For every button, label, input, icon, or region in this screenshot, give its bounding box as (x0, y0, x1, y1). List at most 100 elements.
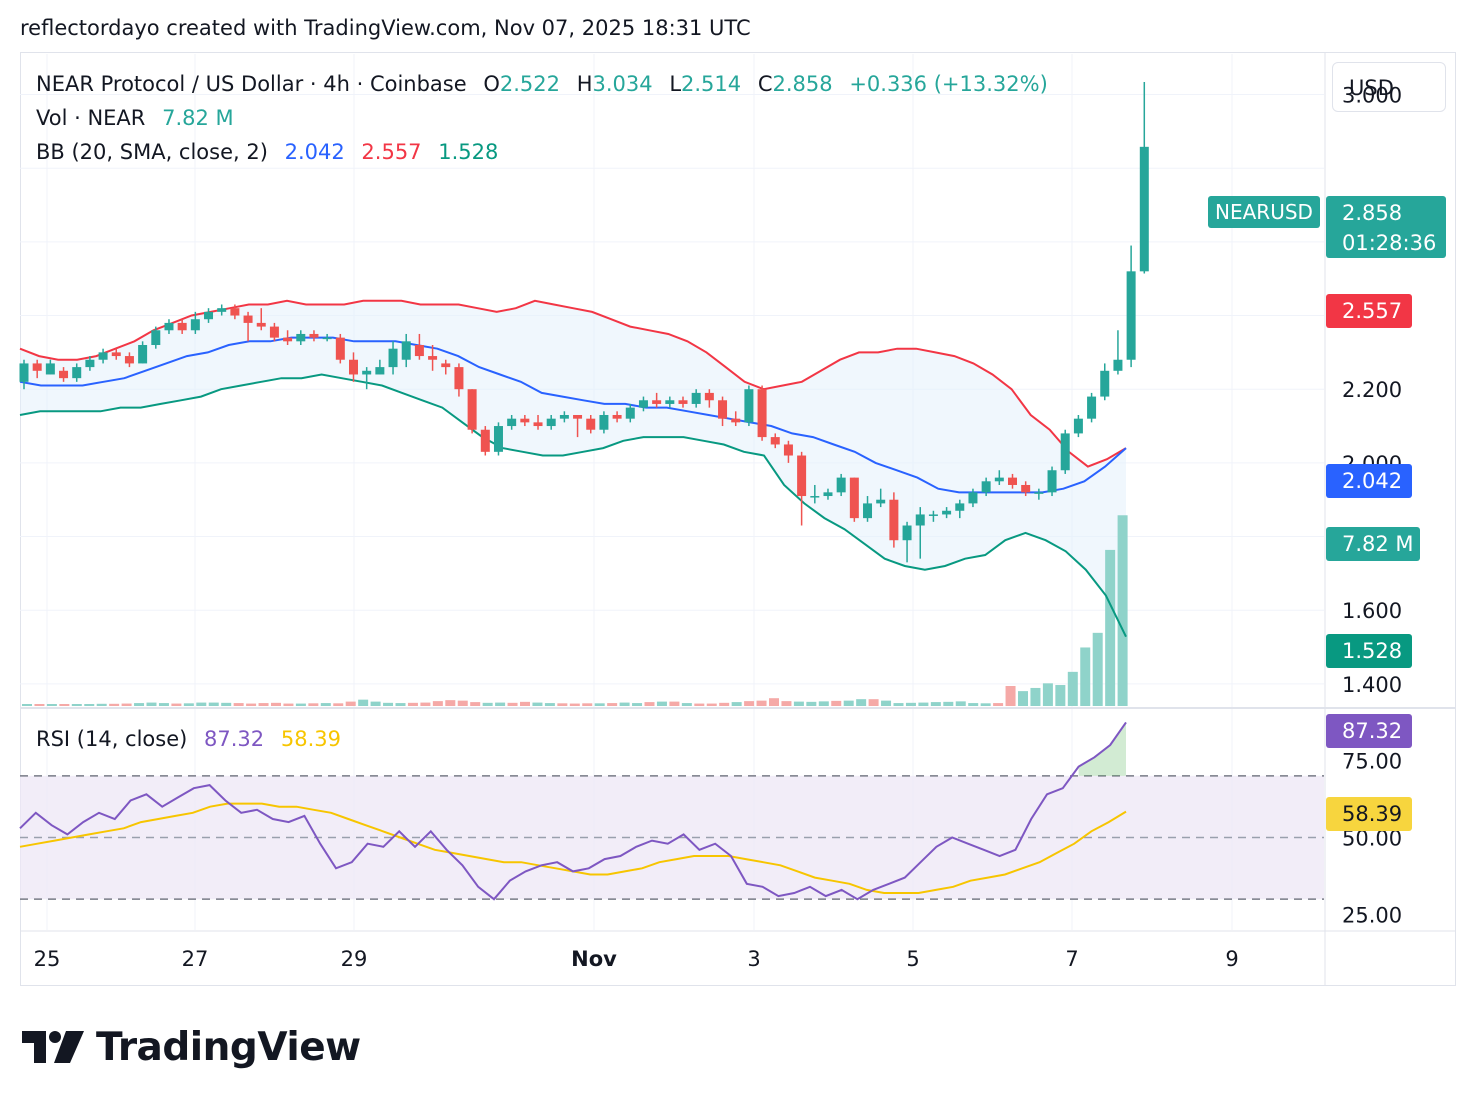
volume-bar (818, 701, 829, 706)
volume-bar (831, 700, 842, 706)
volume-bar (395, 703, 406, 706)
legend-volume[interactable]: Vol · NEAR 7.82 M (36, 106, 244, 130)
candle-body (230, 308, 240, 316)
legend-rsi[interactable]: RSI (14, close) 87.32 58.39 (36, 727, 351, 751)
volume-bar (59, 704, 70, 706)
rsi-pane (19, 721, 1324, 901)
candle-body (204, 311, 214, 320)
volume-bar (246, 703, 257, 706)
ticker-label: NEARUSD (1208, 196, 1320, 228)
candle-body (559, 414, 569, 419)
ohlc-high: H3.034 (576, 72, 653, 96)
candle-body (322, 337, 332, 340)
volume-bar (532, 702, 543, 706)
candle-body (414, 345, 424, 357)
volume-bar (271, 702, 281, 706)
candle-body (915, 514, 925, 526)
volume-bar (744, 701, 755, 706)
volume-bar (930, 702, 941, 706)
volume-bar (34, 704, 45, 706)
volume-bar (320, 703, 331, 706)
rsi-tick-label: 75.00 (1342, 749, 1402, 773)
bb-basis-label: 2.042 (1326, 464, 1412, 498)
candle-body (375, 367, 385, 375)
volume-bar (445, 700, 456, 706)
candle-body (994, 477, 1004, 482)
bb-band-fill (20, 300, 1126, 637)
legend-bb[interactable]: BB (20, SMA, close, 2) 2.042 2.557 1.528 (36, 140, 508, 164)
candle-body (296, 333, 306, 342)
candle-body (493, 426, 503, 452)
volume-bar (905, 702, 916, 706)
volume-bar (370, 701, 381, 706)
symbol-title[interactable]: NEAR Protocol / US Dollar · 4h · Coinbas… (36, 72, 467, 96)
rsi-ma-label-tag: 58.39 (1326, 797, 1412, 831)
volume-bar (507, 702, 518, 706)
volume-bar (96, 703, 107, 706)
bb-band (20, 300, 1126, 637)
candle-body (309, 333, 319, 338)
candle-body (981, 481, 991, 493)
volume-bar (868, 699, 879, 706)
rsi-label-tag: 87.32 (1326, 714, 1412, 748)
volume-bar (881, 700, 892, 706)
volume-bar (1042, 683, 1053, 706)
candle-body (1126, 271, 1136, 360)
time-tick-label: Nov (571, 947, 617, 971)
volume-bar (1018, 691, 1028, 706)
candle-body (955, 503, 965, 511)
candle-body (401, 341, 411, 360)
candle-body (625, 407, 635, 419)
last-price-label: 2.858 01:28:36 (1326, 196, 1446, 258)
volume-bars (22, 515, 1128, 706)
ohlc-open: O2.522 (483, 72, 561, 96)
candle-body (243, 315, 253, 323)
volume-bar (1092, 632, 1103, 706)
candle-body (546, 418, 556, 427)
volume-bar (158, 703, 169, 706)
candle-body (151, 330, 161, 346)
time-tick-label: 27 (182, 947, 209, 971)
time-tick-label: 3 (747, 947, 760, 971)
candle-body (362, 370, 372, 375)
volume-bar (233, 703, 244, 706)
volume-bar (644, 702, 655, 706)
volume-bar (980, 703, 991, 706)
candle-body (138, 345, 148, 364)
candle-body (217, 308, 227, 312)
volume-bar (594, 703, 605, 706)
volume-bar (1067, 671, 1078, 706)
attribution: reflectordayo created with TradingView.c… (20, 16, 751, 40)
volume-bar (955, 701, 966, 706)
candle-body (612, 414, 622, 419)
candle-body (704, 392, 714, 401)
volume-bar (258, 703, 269, 706)
candle-body (573, 414, 583, 419)
candle-body (1087, 396, 1097, 419)
candle-body (691, 392, 701, 404)
price-tick-label: 1.400 (1342, 673, 1402, 697)
candle-body (863, 503, 873, 519)
price-tick-label: 1.600 (1342, 599, 1402, 623)
volume-bar (793, 701, 804, 706)
ohlc-close: C2.858 (757, 72, 833, 96)
candle-body (731, 418, 741, 423)
candle-body (652, 400, 662, 404)
candle-body (1100, 370, 1110, 397)
candle-body (388, 348, 398, 368)
time-tick-label: 25 (34, 947, 61, 971)
tradingview-logo-icon (22, 1031, 84, 1063)
volume-bar (656, 701, 667, 706)
candle-body (849, 477, 859, 519)
candle-body (1073, 418, 1083, 434)
candle-body (599, 414, 609, 430)
currency-button[interactable]: USD (1332, 62, 1446, 112)
tradingview-logo[interactable]: TradingView (22, 1022, 361, 1072)
candle-body (783, 444, 793, 456)
candle-body (665, 400, 675, 404)
candle-body (19, 363, 29, 382)
candle-body (533, 422, 543, 427)
bb-upper-value: 2.557 (361, 140, 422, 164)
candle-body (269, 326, 279, 338)
